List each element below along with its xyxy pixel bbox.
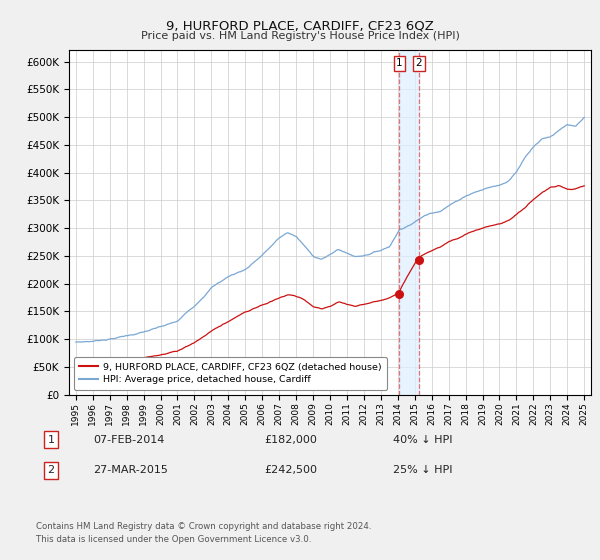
Text: 2: 2 [416, 58, 422, 68]
Bar [400, 50, 419, 395]
Text: 9, HURFORD PLACE, CARDIFF, CF23 6QZ: 9, HURFORD PLACE, CARDIFF, CF23 6QZ [166, 20, 434, 32]
Legend: 9, HURFORD PLACE, CARDIFF, CF23 6QZ (detached house), HPI: Average price, detach: 9, HURFORD PLACE, CARDIFF, CF23 6QZ (det… [74, 357, 387, 390]
Text: Contains HM Land Registry data © Crown copyright and database right 2024.
This d: Contains HM Land Registry data © Crown c… [36, 522, 371, 544]
Text: Price paid vs. HM Land Registry's House Price Index (HPI): Price paid vs. HM Land Registry's House … [140, 31, 460, 41]
Text: 1: 1 [396, 58, 403, 68]
Text: 40% ↓ HPI: 40% ↓ HPI [393, 435, 452, 445]
Text: 07-FEB-2014: 07-FEB-2014 [93, 435, 164, 445]
Text: 1: 1 [47, 435, 55, 445]
Text: £242,500: £242,500 [264, 465, 317, 475]
Text: £182,000: £182,000 [264, 435, 317, 445]
Text: 2: 2 [47, 465, 55, 475]
Text: 25% ↓ HPI: 25% ↓ HPI [393, 465, 452, 475]
Text: 27-MAR-2015: 27-MAR-2015 [93, 465, 168, 475]
